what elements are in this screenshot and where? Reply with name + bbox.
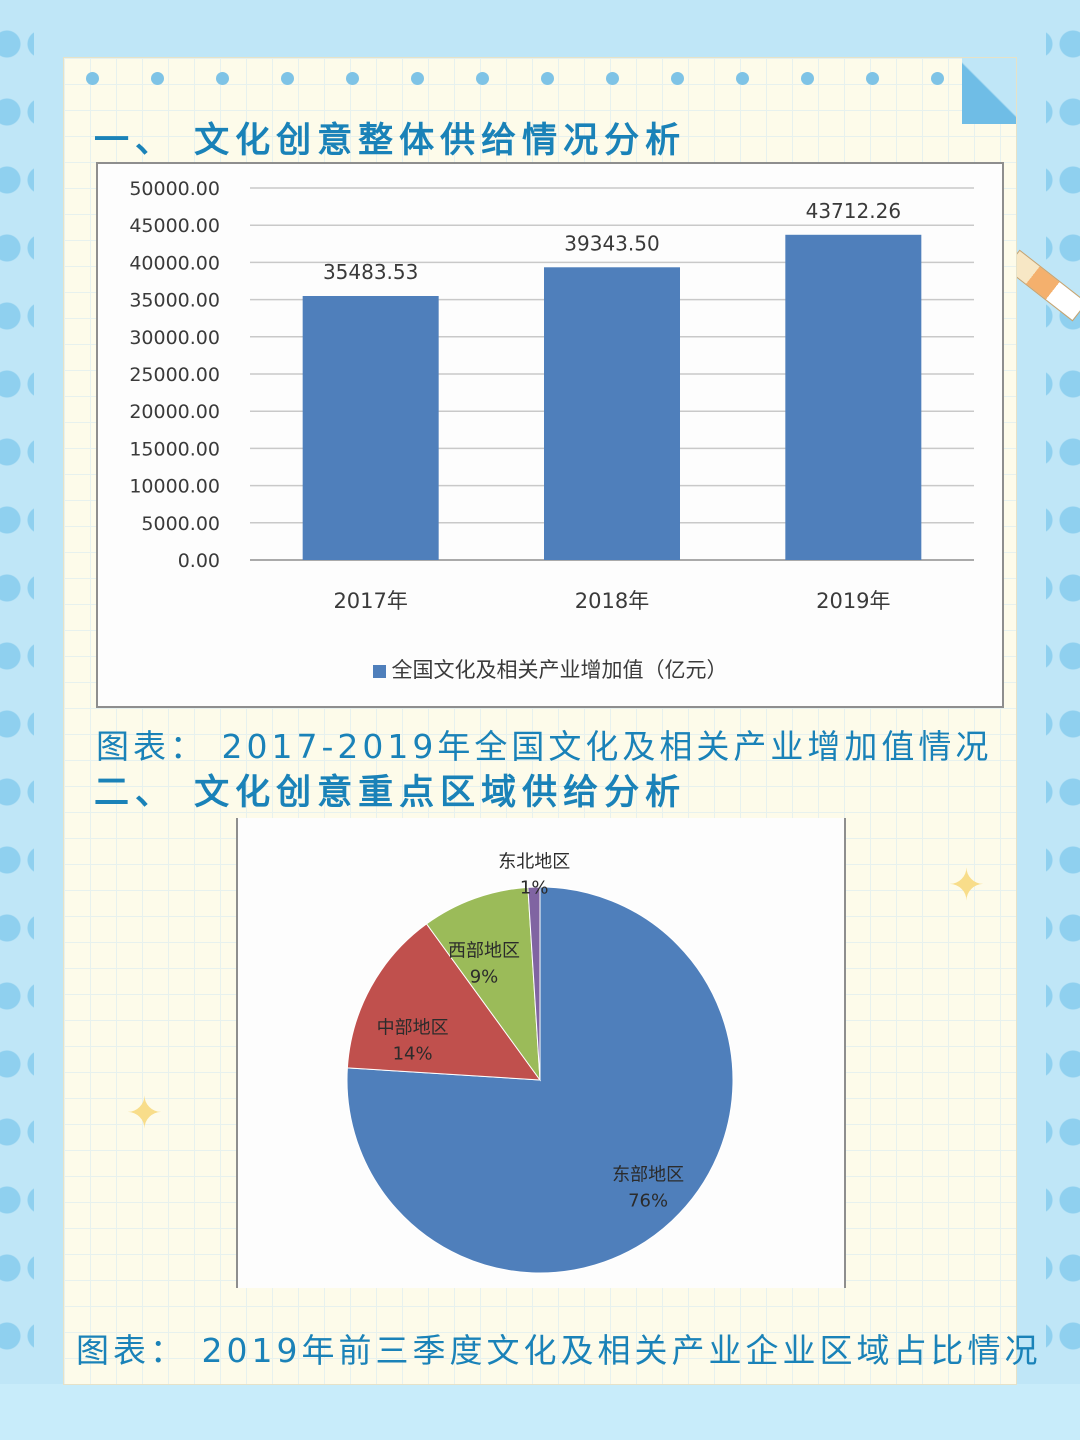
- right-dot-border: [1046, 0, 1080, 1440]
- pie-slice-percent: 1%: [520, 878, 549, 899]
- x-category-label: 2017年: [333, 589, 407, 613]
- pie-slice-label: 中部地区: [377, 1018, 449, 1039]
- bar: [302, 296, 439, 560]
- caption-1: 图表： 2017-2019年全国文化及相关产业增加值情况: [96, 727, 993, 766]
- x-category-label: 2018年: [575, 589, 649, 613]
- bar: [544, 267, 680, 560]
- y-tick-label: 20000.00: [129, 401, 220, 423]
- left-dot-border: [0, 0, 34, 1440]
- pie-slice-label: 西部地区: [448, 940, 520, 961]
- section-2-title: 二、 文化创意重点区域供给分析: [94, 773, 687, 813]
- notebook-paper: 一、 文化创意整体供给情况分析 0.00 5000.00 10000.00 15000…: [64, 58, 1037, 1384]
- caption-2: 图表： 2019年前三季度文化及相关产业企业区域占比情况: [76, 1331, 1042, 1370]
- legend-label: 全国文化及相关产业增加值（亿元）: [391, 658, 728, 682]
- y-tick-label: 10000.00: [129, 476, 220, 498]
- pie-slice-label: 东北地区: [498, 852, 570, 873]
- y-tick-label: 35000.00: [129, 290, 220, 312]
- legend-swatch: [372, 664, 386, 678]
- bar-value-label: 35483.53: [323, 260, 418, 284]
- bar-chart: 0.00 5000.00 10000.00 15000.00 20000.00 25000…: [96, 162, 1004, 708]
- section-1-title: 一、 文化创意整体供给情况分析: [94, 121, 687, 161]
- bar-legend: 全国文化及相关产业增加值（亿元）: [98, 654, 1002, 684]
- pie-slice-percent: 9%: [470, 966, 499, 987]
- y-tick-label: 0.00: [178, 550, 220, 572]
- bar-value-label: 43712.26: [806, 199, 901, 223]
- pie-slice-label: 东部地区: [612, 1164, 684, 1185]
- page-fold: [962, 58, 1016, 124]
- pie-slice: [346, 923, 542, 1081]
- bar-value-label: 39343.50: [564, 231, 659, 255]
- y-tick-label: 50000.00: [129, 178, 220, 200]
- pie-slice-percent: 14%: [393, 1044, 433, 1065]
- y-tick-label: 30000.00: [129, 327, 220, 349]
- y-tick-label: 45000.00: [129, 215, 220, 237]
- pie-slice: [527, 886, 541, 1081]
- sparkle-icon: ✦: [126, 1088, 163, 1139]
- y-tick-label: 25000.00: [129, 364, 220, 386]
- bar: [785, 234, 922, 560]
- y-tick-label: 5000.00: [141, 513, 220, 535]
- sparkle-icon: ✦: [948, 860, 985, 911]
- bottom-strip: [0, 1384, 1080, 1440]
- pie-chart: 东部地区 76% 中部地区 14% 西部地区 9% 东北地区 1%: [236, 818, 846, 1288]
- pie-slice-percent: 76%: [628, 1190, 668, 1211]
- y-tick-label: 40000.00: [129, 252, 220, 274]
- x-category-label: 2019年: [816, 589, 890, 613]
- pie-slice: [346, 886, 734, 1274]
- pie-slice: [425, 886, 541, 1082]
- y-tick-label: 15000.00: [129, 438, 220, 460]
- binding-holes: [64, 72, 1016, 86]
